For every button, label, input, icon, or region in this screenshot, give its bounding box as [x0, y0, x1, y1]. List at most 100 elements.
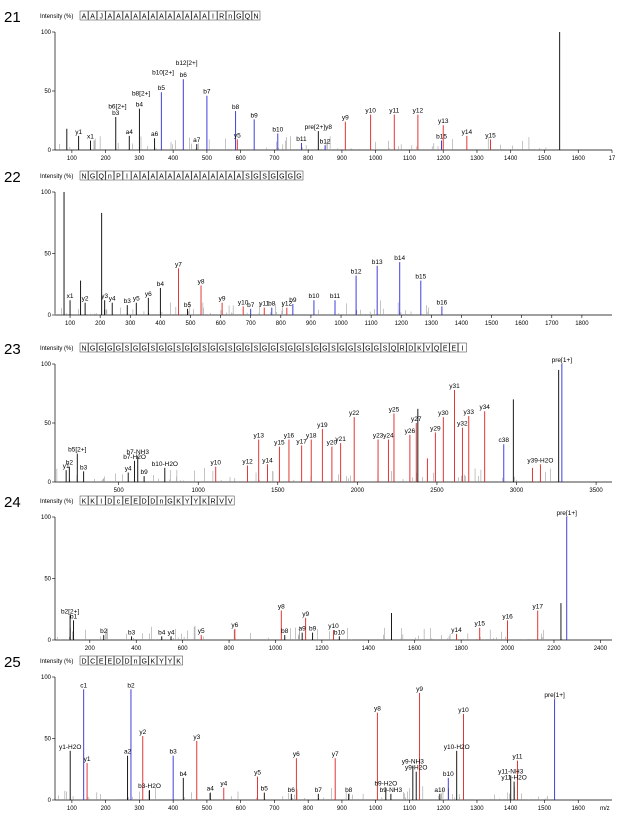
sequence-residue-box [174, 655, 183, 666]
x-tick-label: 3000 [510, 488, 524, 494]
x-tick-label: 200 [95, 321, 106, 327]
sequence-residue: A [90, 14, 95, 21]
sequence-residue-box [363, 342, 373, 353]
sequence-residue: G [288, 174, 293, 181]
sequence-residue-box [122, 655, 132, 666]
sequence-residue: Y [168, 659, 173, 666]
peak-label: y17 [296, 438, 307, 445]
sequence-residue-box [354, 342, 364, 353]
peak-label: y21 [335, 436, 346, 443]
sequence-residue: D [150, 499, 155, 506]
sequence-residue-box [440, 342, 450, 353]
sequence-residue-box [157, 10, 166, 21]
sequence-residue-box [96, 170, 106, 181]
peak-label: y14 [451, 627, 462, 634]
sequence-residue: A [159, 174, 164, 181]
peak-label: y4 [168, 629, 175, 636]
sequence-residue: G [90, 346, 95, 353]
x-tick-label: 500 [114, 488, 125, 494]
peak-label: b10 [309, 293, 320, 300]
sequence-residue: A [219, 174, 224, 181]
x-tick-label: 1000 [269, 646, 283, 652]
sequence-residue-box [88, 170, 97, 181]
sequence-residue: A [142, 14, 147, 21]
sequence-residue-box [191, 170, 201, 181]
peak-label: a10 [434, 787, 445, 794]
sequence-residue-box [105, 170, 115, 181]
sequence-residue: Y [185, 499, 190, 506]
peak-label: y7 [332, 751, 339, 758]
sequence-residue: K [176, 659, 181, 666]
sequence-residue: Q [434, 346, 440, 353]
sequence-residue-box [79, 495, 89, 506]
peak-label: y12 [282, 301, 293, 308]
x-tick-label: 300 [134, 156, 145, 162]
peak-label: b10 [334, 629, 345, 636]
peak-label: b3 [80, 464, 88, 471]
sequence-residue: G [167, 346, 172, 353]
sequence-residue: N [81, 346, 86, 353]
sequence-residue: S [279, 346, 284, 353]
sequence-residue-box [165, 342, 175, 353]
sequence-residue-box [458, 342, 467, 353]
peak-annotation: b6[2+] [108, 104, 126, 111]
peak-label: y10-H2O [444, 744, 470, 751]
x-tick-label: 1200 [395, 321, 409, 327]
peak-label: b15 [436, 134, 447, 141]
peak-label: b8 [281, 628, 289, 635]
sequence-residue: A [211, 174, 216, 181]
sequence-residue: K [417, 346, 422, 353]
sequence-residue-box [114, 655, 123, 666]
sequence-residue-box [423, 342, 433, 353]
sequence-residue: G [313, 346, 318, 353]
sequence-residue: G [133, 346, 138, 353]
peak-annotation: b10[2+] [152, 69, 174, 76]
peak-label: y17 [532, 603, 543, 610]
y-tick-label: 0 [48, 798, 52, 804]
sequence-residue: G [270, 174, 275, 181]
sequence-residue: G [374, 346, 379, 353]
sequence-residue-box [165, 170, 175, 181]
sequence-residue: D [116, 659, 121, 666]
x-tick-label: 400 [168, 156, 179, 162]
sequence-residue: G [116, 346, 121, 353]
x-tick-label: 17 [609, 156, 616, 162]
peak-label: b6 [180, 72, 188, 79]
sequence-residue: G [210, 346, 215, 353]
peak-label: y33 [464, 409, 475, 416]
peak-label: y24 [383, 433, 394, 440]
peak-label: b5 [158, 85, 166, 92]
panel-number: 24 [4, 494, 21, 511]
sequence-residue-box [208, 10, 218, 21]
sequence-residue-box [225, 342, 235, 353]
peak-label: b9 [309, 626, 317, 633]
x-tick-label: 1500 [538, 156, 552, 162]
sequence-residue: A [116, 14, 121, 21]
peak-label: a4 [126, 129, 134, 136]
sequence-residue: Y [193, 499, 198, 506]
sequence-residue-box [114, 10, 123, 21]
x-tick-label: 600 [236, 156, 247, 162]
peak-label: b11 [330, 293, 341, 300]
sequence-residue: I [126, 174, 128, 181]
peak-label: a7 [193, 137, 201, 144]
peak-label: b7-NH3 [127, 449, 150, 456]
peak-label: b7-H2O [123, 454, 146, 461]
peak-label: y14 [262, 457, 273, 464]
x-tick-label: 400 [168, 806, 179, 812]
sequence-residue-box [174, 10, 183, 21]
x-tick-label: 900 [306, 321, 317, 327]
peak-label: b9 [251, 112, 259, 119]
sequence-residue: G [141, 659, 146, 666]
peak-label: y9-NH3 [402, 759, 424, 766]
sequence-residue-box [346, 342, 355, 353]
peak-label: y10 [458, 707, 469, 714]
peak-label: b2[2+] [61, 608, 79, 615]
y-tick-label: 0 [48, 480, 52, 486]
peak-label: b4 [180, 771, 188, 778]
sequence-residue-box [208, 342, 218, 353]
sequence-residue-box [372, 342, 381, 353]
x-tick-label: 1000 [369, 806, 383, 812]
sequence-residue: C [90, 659, 95, 666]
